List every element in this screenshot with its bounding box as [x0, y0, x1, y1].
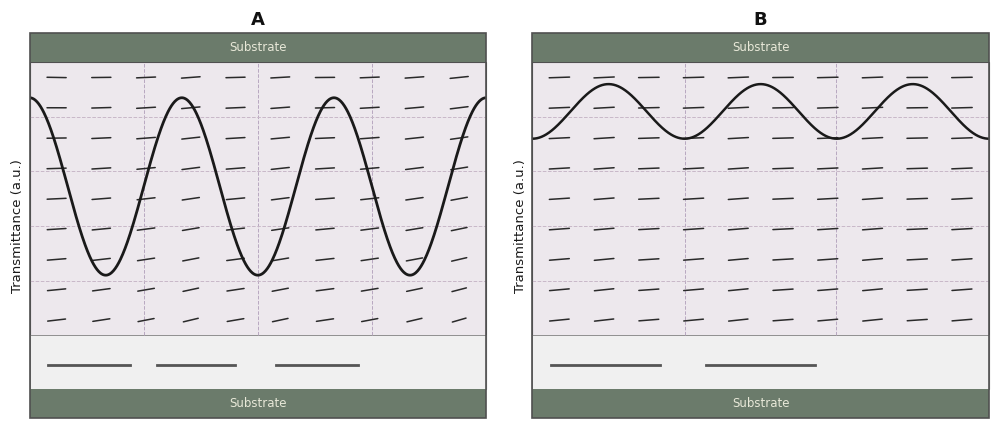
- Bar: [30, 335, 486, 389]
- Y-axis label: Transmittance (a.u.): Transmittance (a.u.): [514, 159, 527, 293]
- Text: Substrate: Substrate: [732, 41, 789, 54]
- Bar: [30, 62, 486, 389]
- Bar: [532, 33, 989, 62]
- Bar: [30, 33, 486, 62]
- Title: B: B: [754, 11, 767, 29]
- Text: Substrate: Substrate: [229, 397, 287, 410]
- Text: Substrate: Substrate: [732, 397, 789, 410]
- Text: Substrate: Substrate: [229, 41, 287, 54]
- Bar: [532, 335, 989, 389]
- Bar: [532, 389, 989, 418]
- Bar: [532, 62, 989, 389]
- Y-axis label: Transmittance (a.u.): Transmittance (a.u.): [11, 159, 24, 293]
- Title: A: A: [251, 11, 265, 29]
- Bar: [30, 389, 486, 418]
